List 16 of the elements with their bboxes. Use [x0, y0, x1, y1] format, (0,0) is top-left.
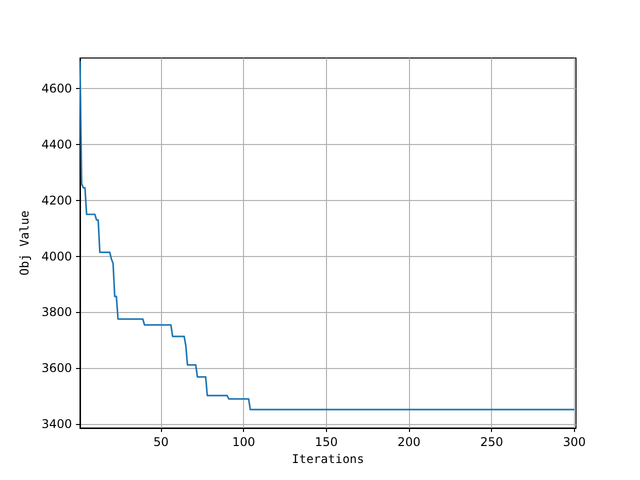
x-tick-label: 100: [232, 435, 256, 449]
y-tick-label: 4400: [41, 138, 72, 152]
y-tick-label: 3800: [41, 305, 72, 320]
x-tick-label: 250: [480, 435, 504, 449]
x-tick-label: 200: [398, 435, 420, 449]
y-tick-label: 3400: [41, 416, 72, 431]
x-tick-label: 150: [314, 435, 338, 449]
line-series: [79, 60, 576, 410]
x-tick-label: 50: [153, 435, 169, 449]
x-tick-label: 300: [562, 435, 586, 449]
y-tick-label: 3600: [41, 360, 72, 375]
y-tick-label: 4600: [41, 82, 72, 96]
y-axis-title: Obj Value: [18, 210, 32, 276]
x-axis-title: Iterations: [292, 452, 364, 466]
y-tick-label: 4200: [41, 193, 72, 208]
y-tick-label: 4000: [41, 249, 72, 264]
